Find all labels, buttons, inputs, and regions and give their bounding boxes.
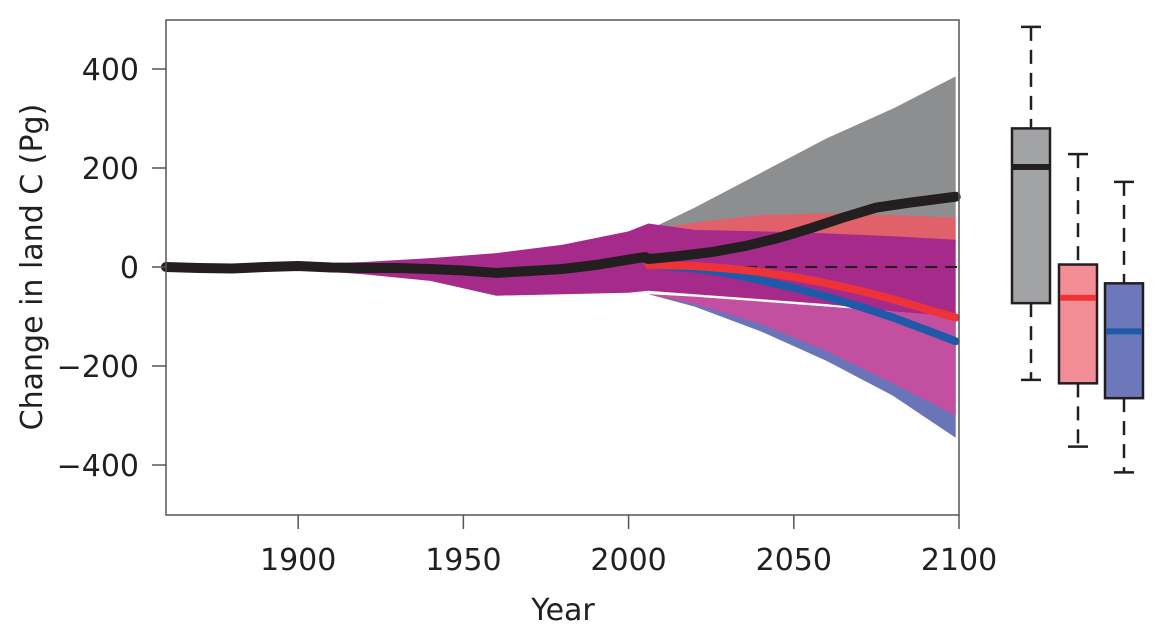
x-tick-label: 2100	[921, 543, 997, 578]
black-series-line	[161, 191, 961, 278]
y-tick-label: −400	[57, 449, 139, 484]
red-series-line	[644, 261, 960, 322]
blue-box	[1103, 180, 1145, 474]
x-tick-label: 2000	[590, 543, 666, 578]
y-axis: 400 200 0 −200 −400	[57, 53, 166, 484]
grey-range-band	[648, 76, 956, 230]
y-tick-label: 400	[82, 53, 139, 88]
x-tick-label: 2050	[756, 543, 832, 578]
x-tick-label: 1900	[260, 543, 336, 578]
y-tick-label: 0	[120, 251, 139, 286]
y-axis-label: Change in land C (Pg)	[15, 104, 50, 431]
series-lines	[161, 191, 961, 346]
y-tick-label: −200	[57, 350, 139, 385]
x-axis-label: Year	[530, 593, 595, 628]
x-axis: 1900 1950 2000 2050 2100	[260, 515, 997, 578]
x-tick-label: 1950	[425, 543, 501, 578]
y-tick-label: 200	[82, 152, 139, 187]
box-iqr	[1010, 127, 1052, 305]
pink-range-band	[648, 294, 956, 416]
box-iqr	[1103, 282, 1145, 400]
uncertainty-bands	[166, 76, 956, 438]
red-box	[1057, 152, 1099, 448]
box-iqr	[1057, 263, 1099, 385]
grey-box	[1010, 25, 1052, 382]
boxplots	[1010, 25, 1145, 474]
